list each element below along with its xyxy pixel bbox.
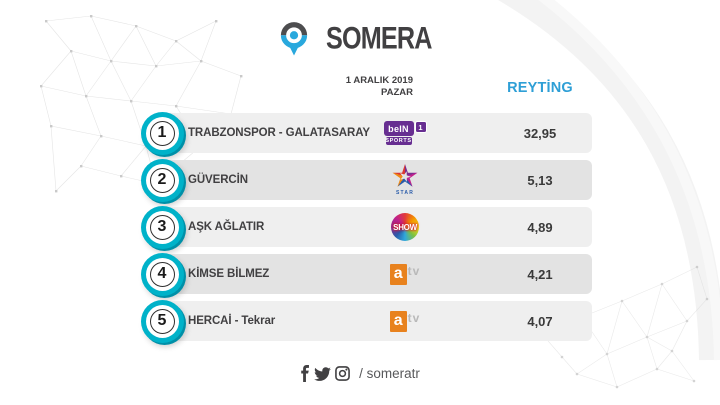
facebook-icon (301, 365, 310, 382)
show-rainbow-icon (391, 213, 419, 241)
rank-number: 3 (149, 214, 175, 240)
channel-logo-star: STAR (392, 164, 418, 196)
twitter-icon (314, 366, 331, 381)
rank-badge: 4 (140, 252, 184, 296)
star-label: STAR (395, 190, 415, 196)
rank-badge: 2 (140, 158, 184, 202)
rank-badge: 5 (140, 299, 184, 343)
rating-value: 4,89 (527, 219, 553, 235)
rating-value: 32,95 (523, 125, 557, 141)
rank-badge: 3 (140, 205, 184, 249)
rating-value: 5,13 (527, 172, 553, 188)
rating-value: 4,21 (527, 266, 553, 282)
rank-number: 2 (149, 167, 175, 193)
program-title: KİMSE BİLMEZ (188, 268, 270, 280)
row-bar (152, 113, 592, 153)
table-row: 5 HERCAİ - Tekrar a tv 4,07 (140, 301, 592, 341)
somera-pin-icon (280, 22, 307, 56)
instagram-icon (335, 366, 350, 381)
rating-value: 4,07 (527, 313, 553, 329)
channel-cell: a tv (368, 254, 442, 294)
channel-logo-bein-sports-1: beIN 1 SPORTS (383, 121, 427, 145)
bein-wordmark-row: beIN 1 (383, 121, 427, 136)
bein-wordmark: beIN (383, 121, 414, 136)
row-bar (152, 160, 592, 200)
table-row: 1 TRABZONSPOR - GALATASARAY beIN 1 SPORT… (140, 113, 592, 153)
somera-logo: SOMERA (0, 20, 720, 58)
table-row: 4 KİMSE BİLMEZ a tv 4,21 (140, 254, 592, 294)
atv-a-mark: a (389, 310, 407, 332)
social-handle: / someratr (359, 366, 420, 381)
bein-sports-label: SPORTS (385, 137, 412, 145)
channel-cell: a tv (368, 301, 442, 341)
date-header: 1 ARALIK 2019 PAZAR (346, 75, 413, 98)
show-label: SHOW (393, 222, 417, 232)
rating-column-header: REYTİNG (507, 80, 573, 96)
row-bar (152, 301, 592, 341)
program-title: GÜVERCİN (188, 174, 248, 186)
star-icon-hole (398, 169, 413, 183)
rank-number: 4 (149, 261, 175, 287)
rank-badge: 1 (140, 111, 184, 155)
atv-tv-label: tv (407, 263, 421, 278)
bein-channel-number: 1 (414, 121, 427, 133)
date-line-2: PAZAR (380, 86, 413, 98)
channel-cell: beIN 1 SPORTS (368, 113, 442, 153)
star-icon (392, 164, 418, 187)
atv-tv-label: tv (407, 310, 421, 325)
row-bar (152, 254, 592, 294)
program-title: HERCAİ - Tekrar (188, 315, 276, 327)
channel-logo-show: SHOW (390, 212, 420, 242)
brand-name: SOMERA (325, 20, 432, 56)
ranking-list: 1 TRABZONSPOR - GALATASARAY beIN 1 SPORT… (140, 113, 592, 348)
channel-logo-atv: a tv (389, 310, 421, 332)
rank-number: 5 (149, 308, 175, 334)
channel-cell: SHOW (368, 207, 442, 247)
footer-social: / someratr (0, 365, 720, 382)
rank-number: 1 (149, 120, 175, 146)
channel-logo-atv: a tv (389, 263, 421, 285)
table-row: 3 AŞK AĞLATIR SHOW 4,89 (140, 207, 592, 247)
row-bar (152, 207, 592, 247)
table-row: 2 GÜVERCİN STAR 5,13 (140, 160, 592, 200)
program-title: TRABZONSPOR - GALATASARAY (188, 127, 370, 139)
date-line-1: 1 ARALIK 2019 (345, 75, 413, 86)
channel-cell: STAR (368, 160, 442, 200)
atv-a-mark: a (389, 263, 407, 285)
program-title: AŞK AĞLATIR (188, 221, 265, 233)
